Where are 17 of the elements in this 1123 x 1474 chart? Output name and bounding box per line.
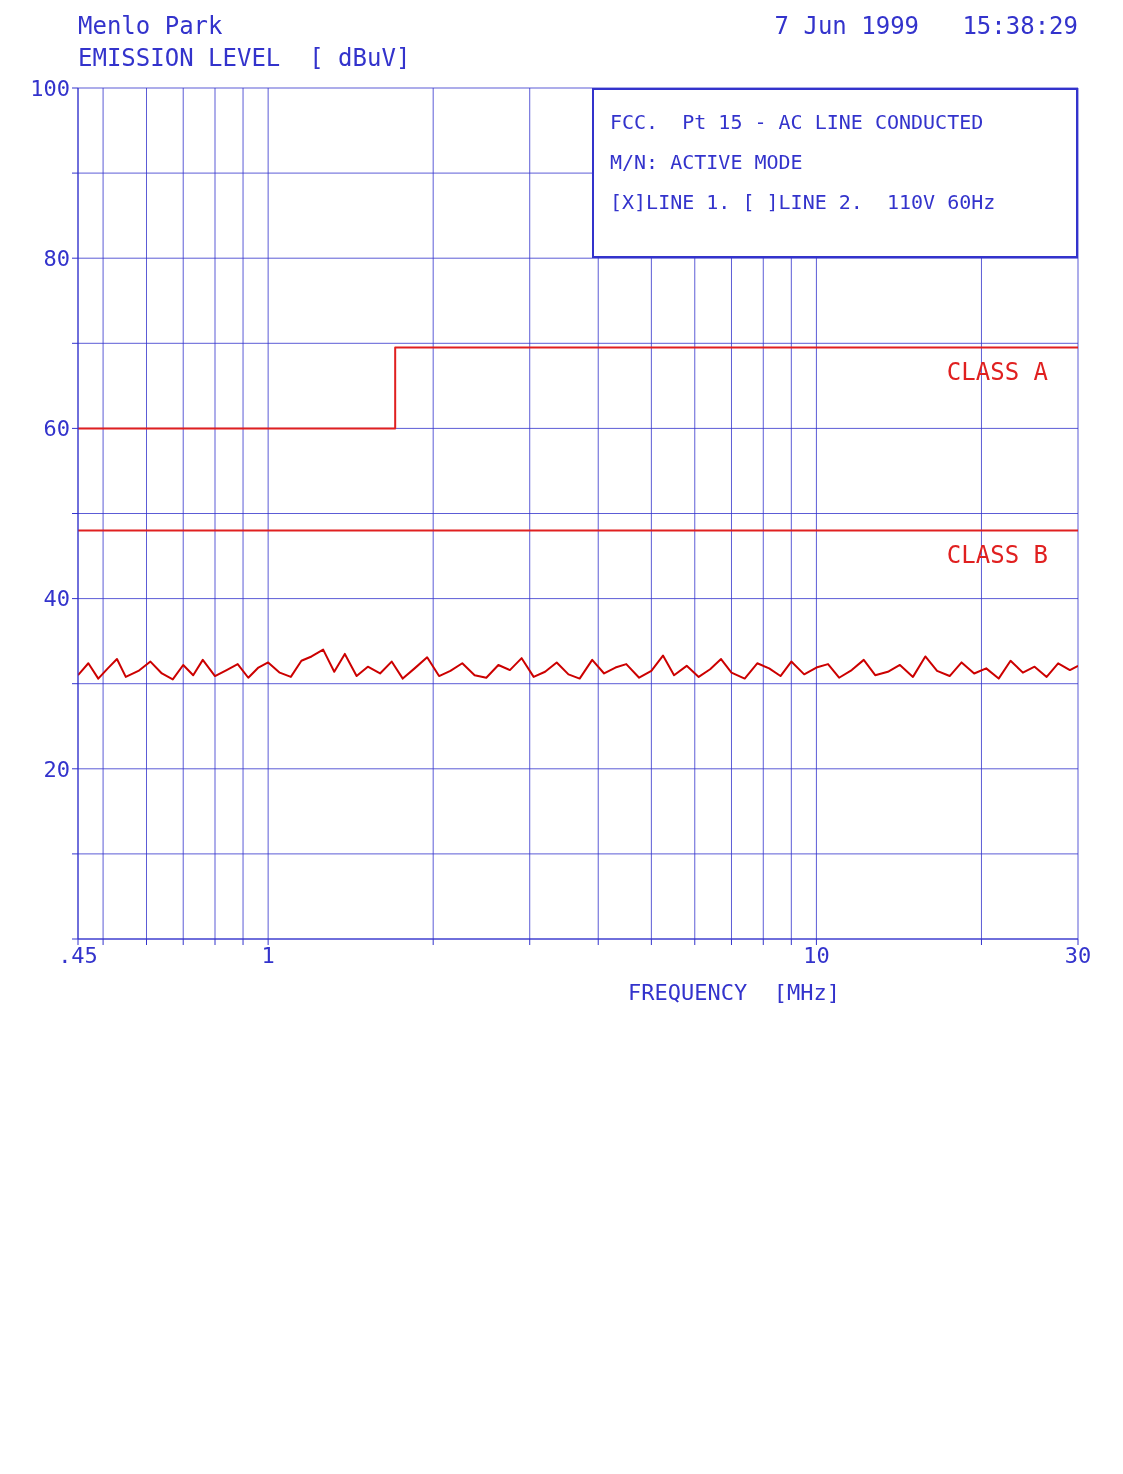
chart-title: 7 Jun 1999 15:38:29 <box>774 12 1078 40</box>
x-tick-label: 10 <box>803 942 830 968</box>
x-axis-title: FREQUENCY [MHz] <box>628 980 840 1005</box>
y-tick-label: 20 <box>43 756 70 782</box>
annotation: M/N: ACTIVE MODE <box>610 149 804 176</box>
y-tick-label: 100 <box>30 75 70 101</box>
y-tick-label: 60 <box>43 416 70 442</box>
x-tick-label: 30 <box>1064 942 1092 968</box>
y-tick-label: 80 <box>43 246 70 272</box>
y-tick-label: 40 <box>43 586 70 612</box>
x-tick-label: 1 <box>261 942 275 968</box>
annotation: FCC. Pt 15 - AC LINE CONDUCTED <box>610 109 985 136</box>
y-axis-title: EMISSION LEVEL [ dBuV] <box>78 44 411 72</box>
text: Menlo Park <box>78 12 223 40</box>
annotation: [X]LINE 1. [ ]LINE 2. 110V 60Hz <box>610 189 997 216</box>
text-box: FCC. Pt 15 - AC LINE CONDUCTED M/N: ACTIVE MODE [X]LINE 1. [ ]LINE 2. 110V 60Hz <box>592 88 1078 258</box>
x-tick-label: .45 <box>58 942 98 968</box>
